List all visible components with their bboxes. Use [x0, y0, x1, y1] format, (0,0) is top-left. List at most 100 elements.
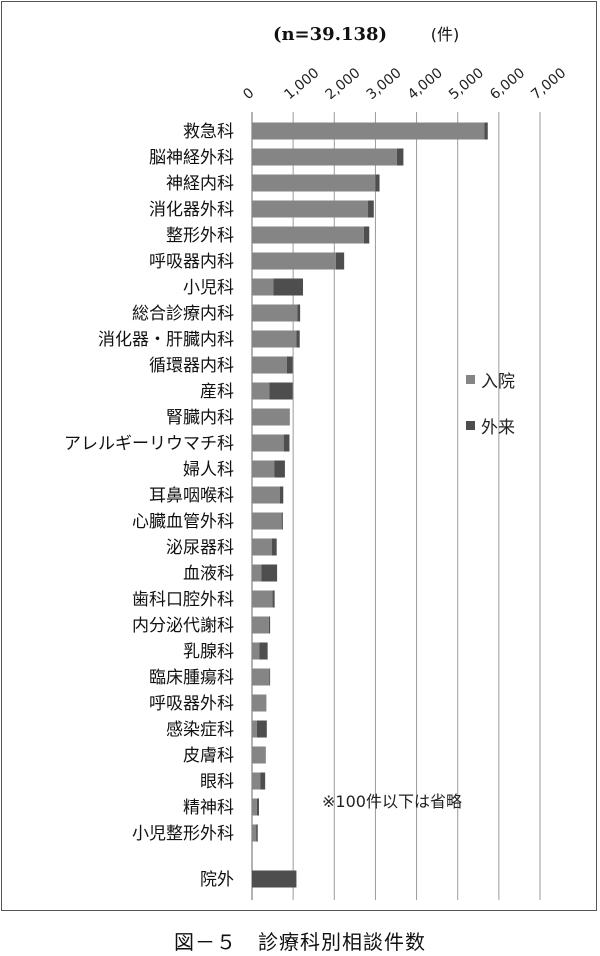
bar-inpatient [252, 824, 257, 842]
bar-inpatient [252, 252, 336, 270]
legend-item-inpatient: 入院 [466, 366, 556, 392]
bar-outpatient [281, 512, 283, 530]
bar-inpatient [252, 694, 267, 712]
bar-outpatient [368, 200, 374, 218]
category-label: 循環器内科 [149, 356, 234, 376]
bar-outpatient [283, 434, 290, 452]
x-tick-label: 5,000 [446, 65, 487, 103]
chart-title: (n=39.138) [273, 24, 387, 45]
bar-outpatient [256, 824, 258, 842]
bar-inpatient [252, 356, 287, 374]
legend-label-outpatient: 外来 [481, 417, 515, 438]
category-label: 救急科 [183, 122, 234, 142]
category-label: 脳神経外科 [149, 148, 234, 168]
bar-outpatient [259, 642, 268, 660]
bar-outpatient [274, 460, 285, 478]
category-label: 精神科 [183, 798, 234, 818]
bar-inpatient [252, 148, 397, 166]
bar-inpatient [252, 174, 376, 192]
bar-inpatient [252, 304, 298, 322]
category-label: 皮膚科 [183, 746, 234, 766]
x-tick-label: 2,000 [323, 65, 364, 103]
category-label: 呼吸器外科 [149, 694, 234, 714]
bar-outpatient [271, 538, 277, 556]
bar-outpatient [375, 174, 380, 192]
category-label: 歯科口腔外科 [132, 590, 234, 610]
category-label: 心臓血管外科 [132, 512, 234, 532]
category-label: 乳腺科 [183, 642, 234, 662]
legend-label-inpatient: 入院 [481, 371, 515, 392]
bar-inpatient [252, 122, 485, 140]
category-label: 消化器・肝臓内科 [98, 330, 234, 350]
category-label: 小児科 [183, 278, 234, 298]
x-tick-label: 4,000 [405, 65, 446, 103]
bar-outpatient [363, 226, 370, 244]
category-label: 泌尿器科 [166, 538, 234, 558]
category-label: 婦人科 [183, 460, 234, 480]
category-label: 眼科 [200, 772, 234, 792]
category-label: 臨床腫瘍科 [149, 668, 234, 688]
bar-outpatient [256, 720, 267, 738]
category-label: 産科 [200, 382, 234, 402]
category-label: 神経内科 [166, 174, 234, 194]
x-tick-label: 6,000 [487, 65, 528, 103]
bar-inpatient [252, 382, 270, 400]
bar-inpatient [252, 512, 282, 530]
category-label: 感染症科 [166, 720, 234, 740]
legend-swatch-inpatient [466, 374, 475, 384]
category-label: 呼吸器内科 [149, 252, 234, 272]
bar-outpatient [396, 148, 404, 166]
chart-legend: 入院 外来 [466, 366, 556, 458]
bar-outpatient [297, 304, 301, 322]
bar-inpatient [252, 200, 369, 218]
bar-outpatient [256, 798, 259, 816]
bar-outpatient [335, 252, 345, 270]
bar-inpatient [252, 616, 269, 634]
bar-inpatient [252, 460, 275, 478]
bar-inpatient [252, 590, 273, 608]
bar-inpatient [252, 538, 272, 556]
bar-outpatient [269, 382, 293, 400]
category-label: 院外 [200, 870, 234, 890]
category-label: 整形外科 [166, 226, 234, 246]
bar-inpatient [252, 772, 261, 790]
bar-inpatient [252, 720, 257, 738]
bar-inpatient [252, 668, 270, 686]
bar-outpatient [269, 668, 271, 686]
figure-caption: 図－５ 診療科別相談件数 [174, 930, 426, 954]
bar-inpatient [252, 330, 297, 348]
chart-unit-label: (件) [431, 25, 460, 44]
category-label: 内分泌代謝科 [132, 616, 234, 636]
bar-inpatient [252, 798, 257, 816]
category-label: 血液科 [183, 564, 234, 584]
bar-outpatient [261, 564, 278, 582]
bar-outpatient [279, 486, 284, 504]
x-tick-label: 1,000 [281, 65, 322, 103]
bar-inpatient [252, 226, 364, 244]
bar-outpatient [272, 590, 275, 608]
bar-outpatient [260, 772, 266, 790]
stacked-bar-chart: (n=39.138) (件) 0 1,000 2,000 3,000 4,000 5,00… [64, 24, 569, 900]
x-tick-label: 7,000 [528, 65, 569, 103]
omission-note: ※100件以下は省略 [322, 792, 462, 811]
category-label: 小児整形外科 [132, 824, 234, 844]
bar-outpatient [264, 746, 266, 764]
bar-outpatient [273, 278, 304, 296]
x-tick-label: 0 [240, 85, 257, 103]
category-label: 腎臓内科 [166, 408, 234, 428]
bar-inpatient [252, 746, 265, 764]
bar-outpatient [296, 330, 300, 348]
legend-item-outpatient: 外来 [466, 412, 556, 438]
legend-swatch-outpatient [466, 420, 475, 430]
bar-outpatient [484, 122, 488, 140]
bar-outpatient [286, 356, 293, 374]
bar-outpatient [252, 870, 297, 888]
bar-inpatient [252, 408, 290, 426]
bar-outpatient [268, 616, 271, 634]
bar-inpatient [252, 564, 262, 582]
bar-inpatient [252, 642, 260, 660]
category-label: 総合診療内科 [132, 304, 234, 324]
bar-inpatient [252, 278, 274, 296]
x-tick-label: 3,000 [364, 65, 405, 103]
bar-inpatient [252, 434, 284, 452]
